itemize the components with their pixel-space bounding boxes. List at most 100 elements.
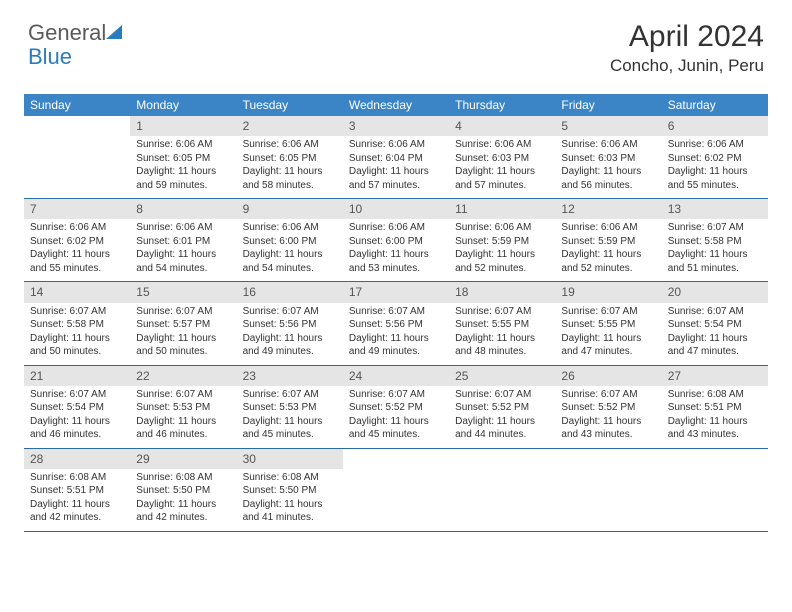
sunrise-text: Sunrise: 6:08 AM (136, 471, 230, 485)
day-cell: 28Sunrise: 6:08 AMSunset: 5:51 PMDayligh… (24, 449, 130, 531)
sunset-text: Sunset: 5:59 PM (561, 235, 655, 249)
day-cell: 12 Sunrise: 6:06 AMSunset: 5:59 PMDayligh… (555, 199, 661, 281)
day-cell: 17Sunrise: 6:07 AMSunset: 5:56 PMDayligh… (343, 282, 449, 364)
day-content: Sunrise: 6:07 AMSunset: 5:58 PMDaylight:… (662, 219, 768, 281)
week-row: 28Sunrise: 6:08 AMSunset: 5:51 PMDayligh… (24, 449, 768, 532)
day-cell: 3Sunrise: 6:06 AMSunset: 6:04 PMDaylight… (343, 116, 449, 198)
sunrise-text: Sunrise: 6:08 AM (668, 388, 762, 402)
sunset-text: Sunset: 5:52 PM (349, 401, 443, 415)
day-cell: 30Sunrise: 6:08 AMSunset: 5:50 PMDayligh… (237, 449, 343, 531)
day-cell: 18Sunrise: 6:07 AMSunset: 5:55 PMDayligh… (449, 282, 555, 364)
page-header: General April 2024 Concho, Junin, Peru (0, 0, 792, 86)
weekday-header: Friday (555, 94, 661, 116)
sunrise-text: Sunrise: 6:06 AM (30, 221, 124, 235)
day-content: Sunrise: 6:07 AMSunset: 5:55 PMDaylight:… (555, 303, 661, 365)
day-cell: 13Sunrise: 6:07 AMSunset: 5:58 PMDayligh… (662, 199, 768, 281)
daylight-text: Daylight: 11 hours and 41 minutes. (243, 498, 337, 525)
day-cell: 19Sunrise: 6:07 AMSunset: 5:55 PMDayligh… (555, 282, 661, 364)
day-cell: 16Sunrise: 6:07 AMSunset: 5:56 PMDayligh… (237, 282, 343, 364)
sunrise-text: Sunrise: 6:07 AM (30, 388, 124, 402)
day-number: 24 (343, 366, 449, 386)
sunset-text: Sunset: 6:00 PM (349, 235, 443, 249)
sunset-text: Sunset: 5:52 PM (561, 401, 655, 415)
daylight-text: Daylight: 11 hours and 52 minutes. (561, 248, 655, 275)
day-cell: 9Sunrise: 6:06 AMSunset: 6:00 PMDaylight… (237, 199, 343, 281)
sunrise-text: Sunrise: 6:07 AM (455, 388, 549, 402)
day-content: Sunrise: 6:06 AMSunset: 6:02 PMDaylight:… (662, 136, 768, 198)
sunset-text: Sunset: 6:05 PM (243, 152, 337, 166)
day-number: 15 (130, 282, 236, 302)
day-cell: 20Sunrise: 6:07 AMSunset: 5:54 PMDayligh… (662, 282, 768, 364)
day-number: 19 (555, 282, 661, 302)
daylight-text: Daylight: 11 hours and 54 minutes. (243, 248, 337, 275)
day-content: Sunrise: 6:08 AMSunset: 5:51 PMDaylight:… (662, 386, 768, 448)
day-cell (555, 449, 661, 531)
day-content: Sunrise: 6:08 AMSunset: 5:50 PMDaylight:… (237, 469, 343, 531)
day-number (343, 449, 449, 468)
day-content: Sunrise: 6:07 AMSunset: 5:52 PMDaylight:… (555, 386, 661, 448)
sunset-text: Sunset: 6:02 PM (30, 235, 124, 249)
day-number: 22 (130, 366, 236, 386)
sunrise-text: Sunrise: 6:07 AM (30, 305, 124, 319)
calendar-grid: Sunday Monday Tuesday Wednesday Thursday… (24, 94, 768, 532)
sunrise-text: Sunrise: 6:07 AM (668, 221, 762, 235)
sunset-text: Sunset: 5:55 PM (561, 318, 655, 332)
daylight-text: Daylight: 11 hours and 54 minutes. (136, 248, 230, 275)
sunrise-text: Sunrise: 6:06 AM (243, 221, 337, 235)
daylight-text: Daylight: 11 hours and 43 minutes. (668, 415, 762, 442)
day-content: Sunrise: 6:07 AMSunset: 5:58 PMDaylight:… (24, 303, 130, 365)
daylight-text: Daylight: 11 hours and 46 minutes. (136, 415, 230, 442)
sunset-text: Sunset: 5:54 PM (668, 318, 762, 332)
day-number: 14 (24, 282, 130, 302)
day-number: 17 (343, 282, 449, 302)
brand-logo-line2: Blue (28, 44, 72, 70)
sunset-text: Sunset: 5:52 PM (455, 401, 549, 415)
day-number (24, 116, 130, 135)
sunrise-text: Sunrise: 6:07 AM (349, 388, 443, 402)
week-row: 14Sunrise: 6:07 AMSunset: 5:58 PMDayligh… (24, 282, 768, 365)
sunset-text: Sunset: 5:55 PM (455, 318, 549, 332)
triangle-icon (106, 25, 122, 39)
day-content: Sunrise: 6:07 AMSunset: 5:57 PMDaylight:… (130, 303, 236, 365)
day-content: Sunrise: 6:08 AMSunset: 5:51 PMDaylight:… (24, 469, 130, 531)
sunset-text: Sunset: 5:56 PM (349, 318, 443, 332)
day-number: 20 (662, 282, 768, 302)
daylight-text: Daylight: 11 hours and 42 minutes. (136, 498, 230, 525)
daylight-text: Daylight: 11 hours and 53 minutes. (349, 248, 443, 275)
day-number: 12 (555, 199, 661, 219)
sunrise-text: Sunrise: 6:07 AM (243, 388, 337, 402)
day-cell: 10Sunrise: 6:06 AMSunset: 6:00 PMDayligh… (343, 199, 449, 281)
weekday-header-row: Sunday Monday Tuesday Wednesday Thursday… (24, 94, 768, 116)
day-cell: 25Sunrise: 6:07 AMSunset: 5:52 PMDayligh… (449, 366, 555, 448)
day-number: 18 (449, 282, 555, 302)
day-cell: 21Sunrise: 6:07 AMSunset: 5:54 PMDayligh… (24, 366, 130, 448)
day-content: Sunrise: 6:06 AMSunset: 6:00 PMDaylight:… (237, 219, 343, 281)
day-cell: 15Sunrise: 6:07 AMSunset: 5:57 PMDayligh… (130, 282, 236, 364)
day-number: 10 (343, 199, 449, 219)
brand-name-part2: Blue (28, 44, 72, 69)
sunset-text: Sunset: 5:53 PM (243, 401, 337, 415)
day-cell: 4Sunrise: 6:06 AMSunset: 6:03 PMDaylight… (449, 116, 555, 198)
daylight-text: Daylight: 11 hours and 49 minutes. (243, 332, 337, 359)
day-number: 11 (449, 199, 555, 219)
sunrise-text: Sunrise: 6:06 AM (561, 221, 655, 235)
day-cell (24, 116, 130, 198)
day-cell: 26Sunrise: 6:07 AMSunset: 5:52 PMDayligh… (555, 366, 661, 448)
day-cell: 29Sunrise: 6:08 AMSunset: 5:50 PMDayligh… (130, 449, 236, 531)
daylight-text: Daylight: 11 hours and 57 minutes. (455, 165, 549, 192)
weekday-header: Saturday (662, 94, 768, 116)
sunrise-text: Sunrise: 6:07 AM (243, 305, 337, 319)
sunrise-text: Sunrise: 6:06 AM (349, 138, 443, 152)
daylight-text: Daylight: 11 hours and 50 minutes. (30, 332, 124, 359)
weekday-header: Monday (130, 94, 236, 116)
sunset-text: Sunset: 5:54 PM (30, 401, 124, 415)
day-content: Sunrise: 6:06 AMSunset: 5:59 PMDaylight:… (449, 219, 555, 281)
day-number: 28 (24, 449, 130, 469)
sunrise-text: Sunrise: 6:06 AM (668, 138, 762, 152)
weekday-header: Tuesday (237, 94, 343, 116)
sunrise-text: Sunrise: 6:07 AM (349, 305, 443, 319)
daylight-text: Daylight: 11 hours and 57 minutes. (349, 165, 443, 192)
day-cell: 22Sunrise: 6:07 AMSunset: 5:53 PMDayligh… (130, 366, 236, 448)
day-number: 2 (237, 116, 343, 136)
sunrise-text: Sunrise: 6:06 AM (455, 221, 549, 235)
